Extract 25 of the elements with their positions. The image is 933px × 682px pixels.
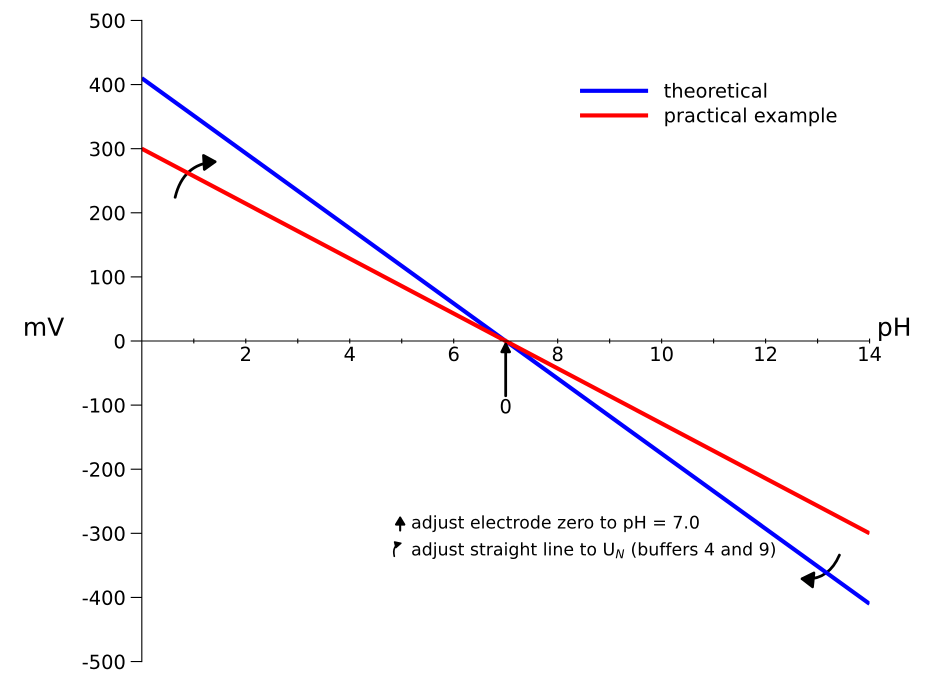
y-tick-label: -500 xyxy=(82,654,125,670)
y-tick-label: 200 xyxy=(90,206,125,220)
y-tick-label: 300 xyxy=(90,142,125,156)
x-tick-label: 14 xyxy=(859,346,881,361)
x-tick-label: 2 xyxy=(241,346,250,361)
x-axis-title: pH xyxy=(879,318,910,341)
y-tick-label: 100 xyxy=(90,270,125,285)
y-tick-label: 0 xyxy=(114,334,125,349)
x-tick-label: 6 xyxy=(448,346,459,362)
x-tick-label: 12 xyxy=(755,346,776,361)
y-tick-label: -100 xyxy=(82,398,125,413)
annotation: adjust straight line to U$_{N}$ (buffers 4 and 9) xyxy=(412,542,775,560)
x-tick-label: 10 xyxy=(651,346,673,362)
legend-label: theoretical xyxy=(664,82,766,98)
y-tick-label: 500 xyxy=(90,13,125,28)
x-tick-label: 4 xyxy=(344,346,355,361)
annotation: 0 xyxy=(500,398,511,414)
y-tick-label: -400 xyxy=(82,590,125,606)
y-axis-title: mV xyxy=(25,318,64,336)
x-tick-label: 8 xyxy=(552,346,563,362)
annotation: adjust electrode zero to pH = 7.0 xyxy=(412,515,699,532)
legend-label: practical example xyxy=(665,107,836,126)
y-tick-label: -300 xyxy=(82,526,125,541)
y-tick-label: -200 xyxy=(82,462,125,477)
y-tick-label: 400 xyxy=(90,78,125,92)
